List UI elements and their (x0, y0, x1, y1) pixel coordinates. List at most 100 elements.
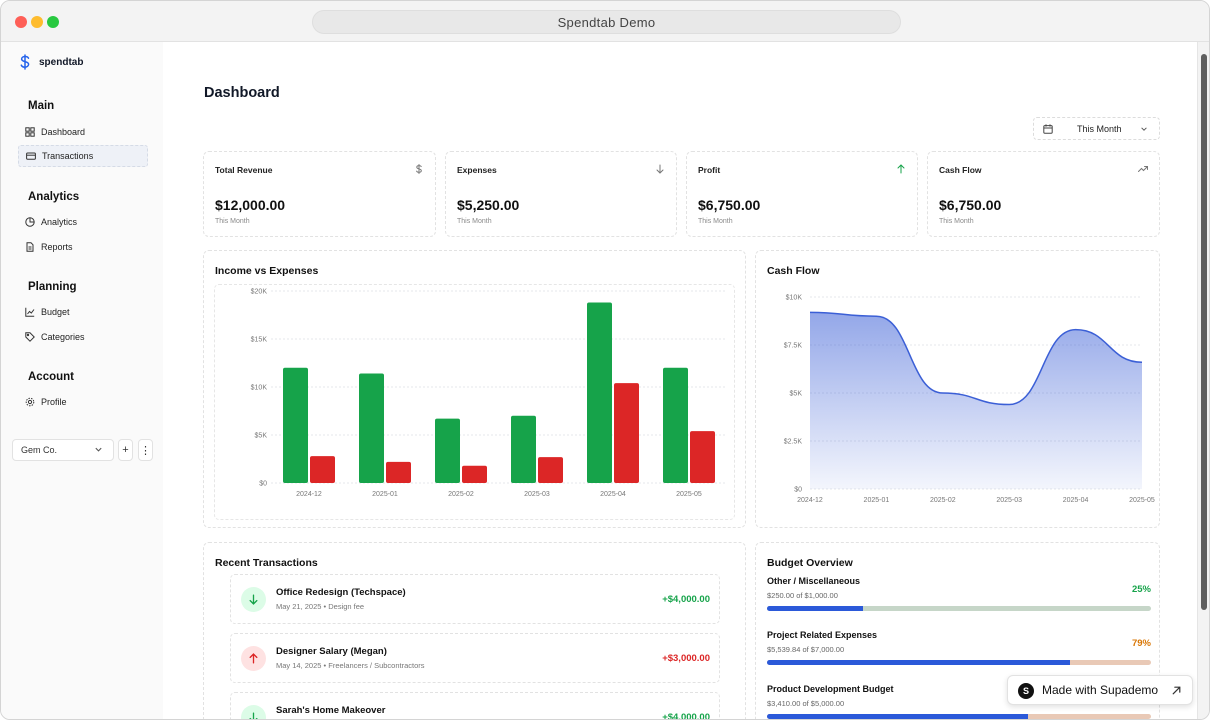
made-with-supademo-button[interactable]: S Made with Supademo (1007, 675, 1193, 705)
stat-card-cash-flow: Cash Flow $6,750.00 This Month (927, 151, 1160, 237)
brand-name: spendtab (39, 56, 84, 68)
sidebar-item-reports[interactable]: Reports (18, 236, 148, 258)
brand-logo[interactable]: spendtab (19, 54, 83, 70)
section-title-account: Account (28, 371, 74, 383)
income-arrow-icon (241, 587, 266, 612)
minimize-window-button[interactable] (31, 16, 43, 28)
stat-period: This Month (457, 218, 492, 225)
income-bar (587, 302, 612, 483)
gear-icon (25, 397, 35, 407)
card-icon (26, 152, 36, 160)
transaction-row[interactable]: Designer Salary (Megan) May 14, 2025 • F… (230, 633, 720, 683)
supademo-label: Made with Supademo (1042, 683, 1159, 697)
scrollbar-thumb[interactable] (1201, 54, 1207, 610)
stat-card-profit: Profit $6,750.00 This Month (686, 151, 918, 237)
budget-item: Other / Miscellaneous $250.00 of $1,000.0… (767, 576, 1151, 626)
expense-bar (310, 456, 335, 483)
stat-value: $6,750.00 (939, 197, 1002, 213)
sidebar-item-label: Analytics (41, 217, 78, 227)
transaction-meta: May 14, 2025 • Freelancers / Subcontract… (276, 661, 425, 670)
file-icon (26, 242, 34, 252)
x-tick-label: 2025-04 (600, 491, 626, 498)
cash-flow-area (810, 312, 1142, 489)
dollar-icon (416, 164, 422, 174)
stat-value: $6,750.00 (698, 197, 761, 213)
sidebar-item-transactions[interactable]: Transactions (18, 145, 148, 167)
y-tick-label: $10K (251, 385, 268, 392)
y-tick-label: $7.5K (784, 343, 803, 350)
transaction-name: Office Redesign (Techspace) (276, 587, 406, 598)
expense-bar (462, 465, 487, 483)
expense-arrow-icon (241, 646, 266, 671)
chevron-down-icon (1141, 127, 1147, 131)
y-tick-label: $5K (255, 433, 268, 440)
window-title: Spendtab Demo (557, 14, 656, 30)
budget-progress-bar (767, 714, 1151, 719)
y-tick-label: $0 (794, 487, 802, 494)
stat-label: Cash Flow (939, 165, 982, 175)
stat-period: This Month (939, 218, 974, 225)
income-arrow-icon (241, 705, 266, 719)
stat-card-total-revenue: Total Revenue $12,000.00 This Month (203, 151, 436, 237)
sidebar-item-label: Transactions (42, 151, 94, 161)
expense-bar (386, 461, 411, 483)
budget-percent: 25% (1131, 584, 1151, 595)
stat-label: Expenses (457, 165, 497, 175)
income-expenses-chart-area: $0 $5K $10K $15K $20K 2024-12 2025-01 2025-02 20… (214, 284, 735, 520)
dollar-logo-icon (20, 54, 30, 70)
x-tick-label: 2025-05 (1129, 497, 1155, 504)
budget-name: Product Development Budget (767, 684, 894, 694)
close-window-button[interactable] (15, 16, 27, 28)
cash-flow-line (809, 311, 1143, 406)
add-organization-button[interactable]: + (118, 439, 133, 461)
y-tick-label: $20K (251, 289, 268, 296)
section-title-analytics: Analytics (28, 191, 80, 203)
organization-name: Gem Co. (21, 445, 58, 455)
sidebar-item-label: Profile (41, 397, 67, 407)
sidebar-item-dashboard[interactable]: Dashboard (18, 121, 148, 143)
chevron-down-icon (95, 447, 102, 452)
stat-card-expenses: Expenses $5,250.00 This Month (445, 151, 677, 237)
x-tick-label: 2025-03 (996, 497, 1022, 504)
recent-transactions-card: Recent Transactions Office Redesign (Tec… (203, 542, 746, 719)
address-bar[interactable]: Spendtab Demo (312, 10, 901, 34)
income-bar (435, 418, 460, 483)
stat-value: $5,250.00 (457, 197, 520, 213)
budget-name: Other / Miscellaneous (767, 576, 861, 586)
transaction-row[interactable]: Sarah's Home Makeover +$4,000.00 (230, 692, 720, 719)
external-link-icon (1172, 686, 1181, 695)
sidebar-item-profile[interactable]: Profile (18, 391, 148, 413)
chart-title: Cash Flow (767, 265, 820, 277)
trending-up-icon (1138, 166, 1148, 172)
y-tick-label: $0 (259, 481, 267, 488)
sidebar-item-categories[interactable]: Categories (18, 326, 148, 348)
transaction-row[interactable]: Office Redesign (Techspace) May 21, 2025… (230, 574, 720, 624)
stat-label: Profit (698, 165, 721, 175)
x-tick-label: 2024-12 (797, 497, 823, 504)
page-title: Dashboard (204, 85, 280, 101)
organization-menu-button[interactable]: ⋮ (138, 439, 153, 461)
income-expenses-card: Income vs Expenses $0 $5K $10K $15K $20K 2024… (203, 250, 746, 528)
transaction-meta: May 21, 2025 • Design fee (276, 602, 365, 611)
sidebar: spendtab Main Dashboard Transactions Ana… (1, 42, 163, 719)
cash-flow-chart: $0 $2.5K $5K $7.5K $10K 2024-12 2025-01 2025-02… (784, 295, 1155, 505)
y-tick-label: $5K (790, 391, 803, 398)
sidebar-item-budget[interactable]: Budget (18, 301, 148, 323)
income-bar (663, 367, 688, 483)
y-tick-label: $15K (251, 337, 268, 344)
supademo-logo-icon: S (1018, 683, 1034, 699)
budget-item: Product Development Budget $3,410.00 of $… (767, 684, 1151, 719)
organization-select[interactable]: Gem Co. (12, 439, 114, 461)
y-tick-label: $10K (786, 295, 803, 302)
sidebar-item-label: Reports (41, 242, 73, 252)
date-range-value: This Month (1077, 123, 1122, 134)
date-range-select[interactable]: This Month (1033, 117, 1160, 140)
budget-progress-fill (767, 660, 1071, 665)
chart-title: Income vs Expenses (215, 265, 319, 277)
sidebar-item-analytics[interactable]: Analytics (18, 211, 148, 233)
stat-value: $12,000.00 (215, 197, 286, 213)
maximize-window-button[interactable] (47, 16, 59, 28)
sidebar-item-label: Dashboard (41, 127, 86, 137)
scrollbar[interactable] (1197, 42, 1209, 719)
